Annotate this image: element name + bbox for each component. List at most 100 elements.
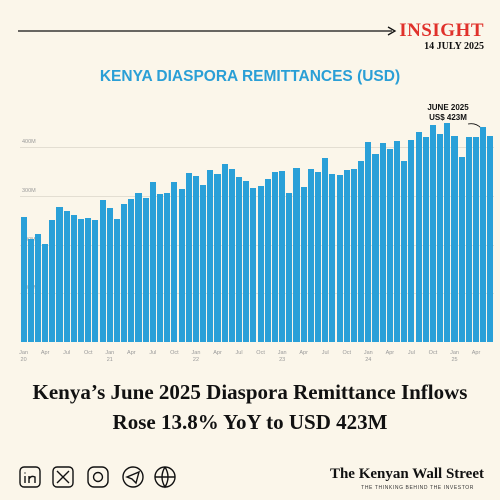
- x-tick-label: Jan 24: [363, 350, 373, 363]
- bar: [458, 156, 465, 342]
- bar: [135, 193, 142, 342]
- x-tick-label: Jan 25: [450, 350, 459, 363]
- bar: [422, 136, 429, 342]
- bar: [307, 169, 314, 342]
- bar: [42, 244, 49, 342]
- bar: [113, 219, 120, 342]
- bar: [293, 167, 300, 342]
- x-tick-label: Jul: [149, 350, 157, 356]
- x-tick-label: Apr: [40, 350, 50, 356]
- bar: [437, 133, 444, 342]
- x-tick-label: Jul: [407, 350, 415, 356]
- bar: [200, 184, 207, 342]
- bar: [451, 135, 458, 342]
- x-tick-label: Jan 20: [19, 350, 29, 363]
- tagline: THE THINKING BEHIND THE INVESTOR: [361, 485, 474, 491]
- telegram-glyph: [125, 470, 141, 485]
- bar: [465, 136, 472, 342]
- x-tick-label: Jan 22: [191, 350, 201, 363]
- bar: [444, 122, 451, 342]
- bar: [56, 207, 63, 342]
- bar: [92, 220, 99, 342]
- y-tick-label: 300M: [22, 187, 36, 194]
- bar: [20, 216, 27, 342]
- telegram-icon[interactable]: [122, 466, 144, 488]
- x-tick-label: Apr: [385, 350, 395, 356]
- bar: [394, 140, 401, 342]
- bar: [429, 125, 436, 342]
- headline: Kenya’s June 2025 Diaspora Remittance In…: [32, 380, 468, 404]
- bar: [358, 160, 365, 342]
- bar: [34, 234, 41, 342]
- headline: Rose 13.8% YoY to USD 423M: [112, 410, 388, 434]
- bar: [487, 136, 494, 342]
- x-tick-label: Oct: [83, 350, 93, 356]
- bar: [27, 239, 34, 342]
- web-glyph: [155, 466, 175, 489]
- bar: [221, 164, 228, 342]
- bar: [250, 188, 257, 342]
- bar: [372, 153, 379, 342]
- bar: [322, 157, 329, 342]
- date: 14 JULY 2025: [424, 41, 484, 52]
- bar: [228, 169, 235, 342]
- linkedin-glyph: [24, 472, 36, 483]
- chart-title: KENYA DIASPORA REMITTANCES (USD): [99, 68, 401, 85]
- bar: [386, 149, 393, 342]
- annotation: JUNE 2025: [427, 103, 469, 112]
- linkedin-icon[interactable]: [19, 466, 41, 488]
- bar: [408, 139, 415, 342]
- x-tick-label: Jul: [321, 350, 329, 356]
- logo: The Kenyan Wall Street: [329, 466, 484, 482]
- x-tick-label: Oct: [256, 350, 265, 356]
- bar: [286, 192, 293, 342]
- bar: [336, 175, 343, 342]
- grid-line: [20, 244, 494, 246]
- bar: [236, 176, 243, 342]
- x-tick-label: Apr: [213, 350, 222, 356]
- bar: [178, 189, 185, 342]
- brand: INSIGHT: [399, 20, 484, 41]
- bar: [49, 220, 56, 342]
- grid-line: [20, 293, 494, 295]
- bar: [401, 160, 408, 342]
- bar: [106, 208, 113, 342]
- bar: [99, 200, 106, 342]
- bar: [279, 170, 286, 342]
- x-tick-label: Apr: [127, 350, 136, 356]
- x-tick-label: Oct: [428, 350, 438, 356]
- grid-line: [20, 195, 494, 197]
- x-icon[interactable]: [52, 466, 74, 488]
- bar: [149, 182, 156, 342]
- bar: [350, 169, 357, 342]
- grid-line: [20, 147, 494, 149]
- bar: [271, 171, 278, 342]
- instagram-icon[interactable]: [87, 466, 109, 488]
- x-tick-label: Oct: [170, 350, 179, 356]
- bar: [379, 143, 386, 342]
- instagram-glyph: [92, 471, 104, 483]
- bar: [329, 173, 336, 342]
- bar: [264, 179, 271, 342]
- y-tick-label: 400M: [22, 139, 36, 146]
- x-tick-label: Apr: [471, 350, 481, 356]
- header-arrow: [387, 26, 397, 36]
- bar: [343, 169, 350, 342]
- x-tick-label: Jan 23: [277, 350, 287, 363]
- bar: [63, 211, 70, 342]
- bar: [473, 136, 480, 342]
- bar: [85, 218, 92, 342]
- bar: [128, 199, 135, 342]
- bar: [365, 141, 372, 342]
- bar: [70, 214, 77, 342]
- bar: [121, 204, 128, 342]
- bar: [214, 174, 221, 342]
- bar: [157, 194, 164, 342]
- bar: [78, 219, 85, 342]
- bar: [207, 169, 214, 342]
- x-tick-label: Jan 21: [105, 350, 115, 363]
- x-glyph: [56, 470, 70, 484]
